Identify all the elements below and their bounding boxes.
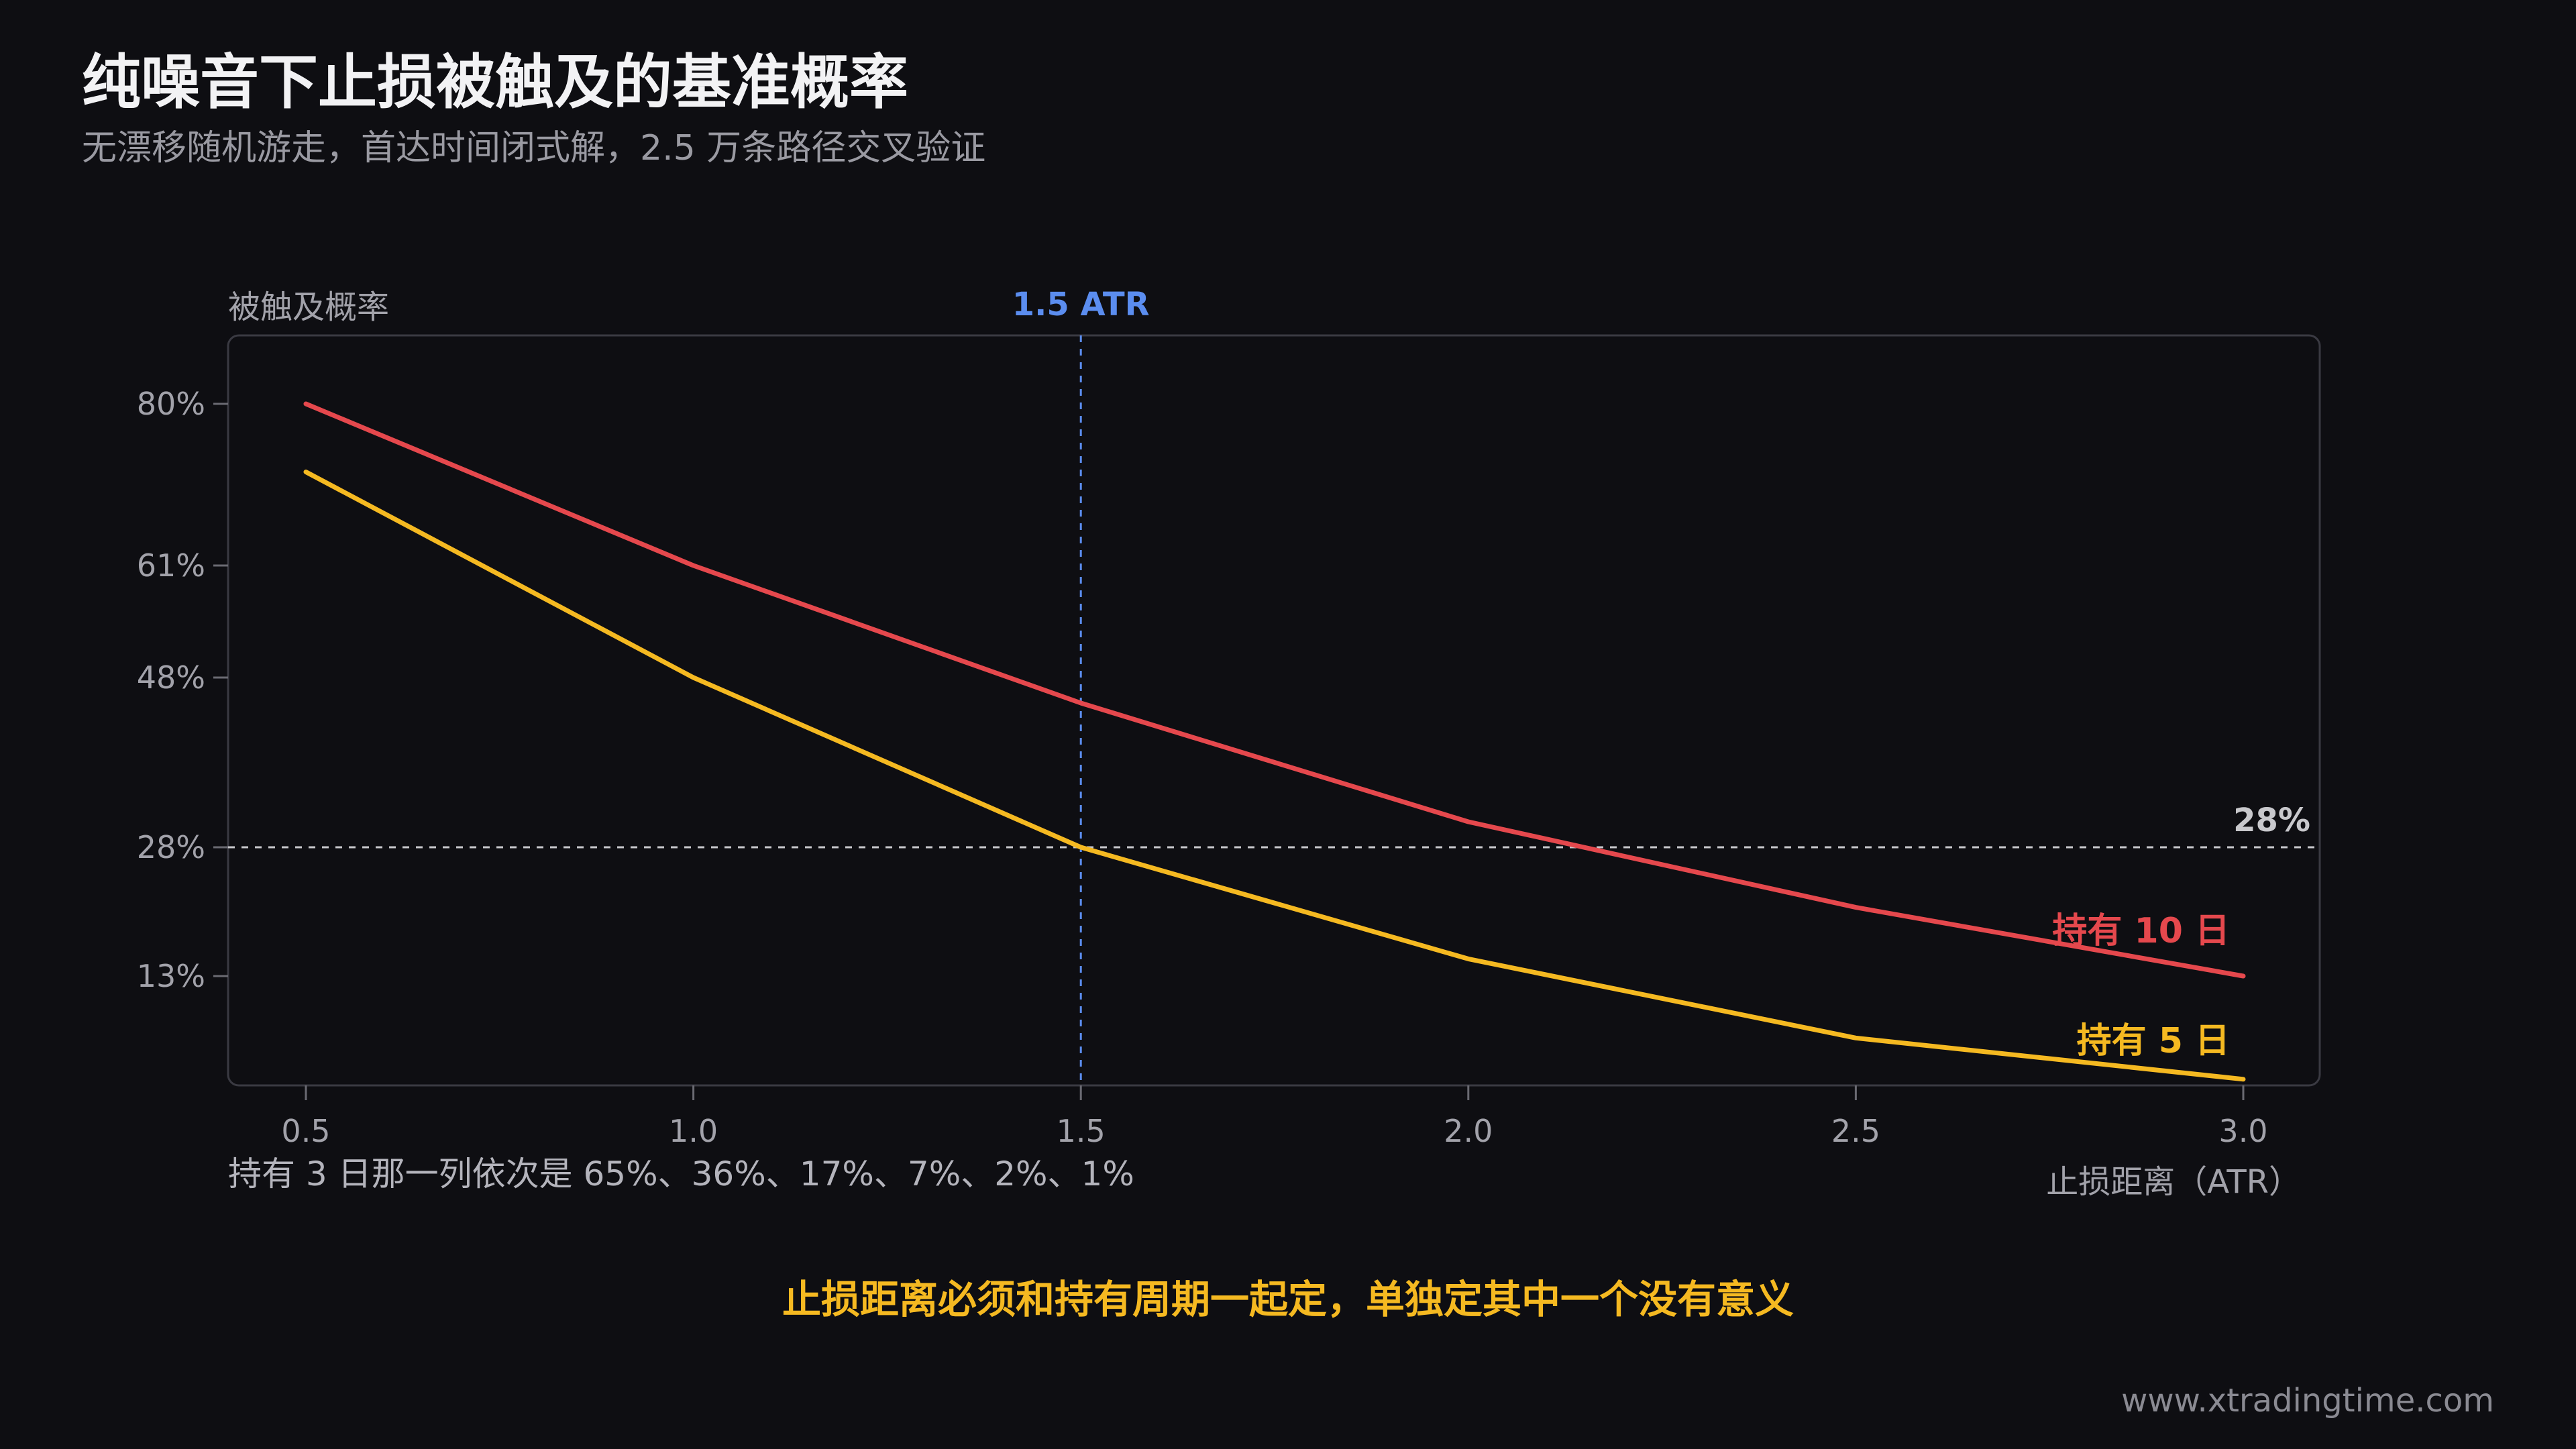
y-tick-label: 80% [137, 386, 205, 422]
chart-plot: 13% 28% 48% 61% 80% 0.5 1.0 1.5 2.0 2.5 3.0 1.5 ATR… [137, 286, 2321, 1149]
y-axis-label: 被触及概率 [228, 288, 390, 326]
chart-subtitle: 无漂移随机游走，首达时间闭式解，2.5 万条路径交叉验证 [82, 128, 986, 168]
x-tick-label: 1.0 [669, 1113, 718, 1149]
y-tick-label: 28% [137, 829, 205, 865]
x-tick-label: 1.5 [1057, 1113, 1106, 1149]
x-tick-label: 3.0 [2218, 1113, 2267, 1149]
x-tick-label: 2.5 [1831, 1113, 1880, 1149]
reference-label-horizontal: 28% [2233, 802, 2310, 839]
conclusion-text: 止损距离必须和持有周期一起定，单独定其中一个没有意义 [782, 1277, 1794, 1322]
x-tick-label: 2.0 [1444, 1113, 1493, 1149]
series-line-2 [303, 470, 2246, 1082]
x-axis-label: 止损距离（ATR） [2046, 1163, 2301, 1201]
hold-3-day-note: 持有 3 日那一列依次是 65%、36%、17%、7%、2%、1% [228, 1155, 1134, 1193]
series-label-2: 持有 5 日 [2077, 1021, 2230, 1061]
y-tick-label: 61% [137, 547, 205, 584]
series-label-1: 持有 10 日 [2052, 911, 2230, 951]
y-tick-label: 48% [137, 659, 205, 696]
series-line-1 [303, 401, 2246, 979]
chart-title: 纯噪音下止损被触及的基准概率 [82, 48, 909, 117]
x-tick-label: 0.5 [281, 1113, 330, 1149]
y-tick-label: 13% [137, 958, 205, 994]
reference-label-vertical: 1.5 ATR [1012, 286, 1150, 323]
plot-frame [227, 334, 2321, 1087]
site-watermark: www.xtradingtime.com [2121, 1382, 2494, 1419]
